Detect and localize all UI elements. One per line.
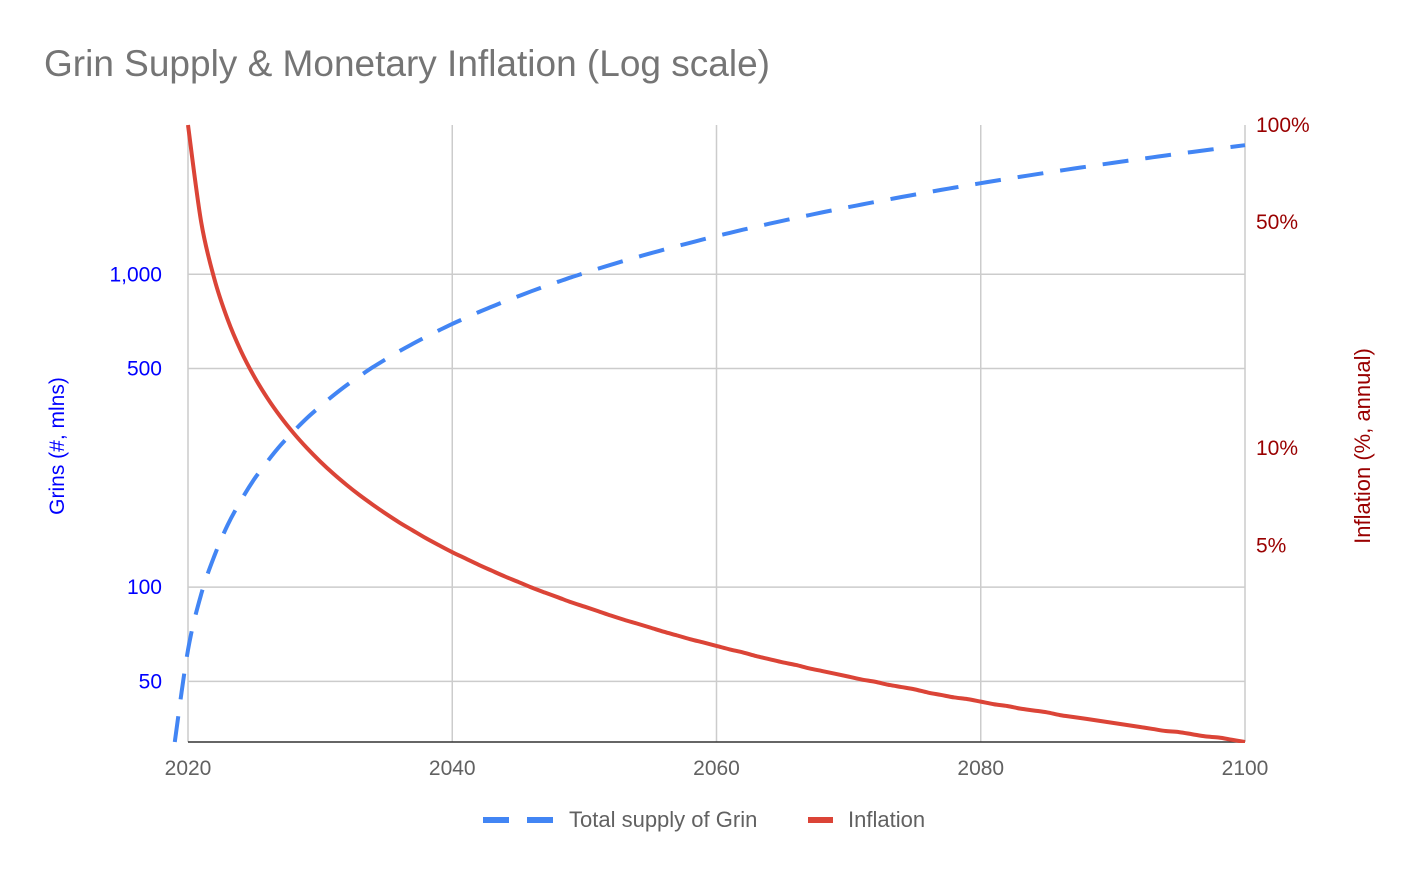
series-line-inflation xyxy=(186,124,1246,743)
left-tick-label: 1,000 xyxy=(109,263,162,286)
legend-label-inflation: Inflation xyxy=(848,807,925,832)
chart-title: Grin Supply & Monetary Inflation (Log sc… xyxy=(44,43,770,84)
x-tick-label: 2020 xyxy=(165,757,212,780)
left-axis-label: Grins (#, mlns) xyxy=(46,377,69,515)
legend: Total supply of Grin Inflation xyxy=(483,807,925,832)
right-tick-label: 5% xyxy=(1256,534,1286,557)
x-tick-label: 2060 xyxy=(693,757,740,780)
series-lines xyxy=(172,124,1246,743)
legend-item-inflation[interactable]: Inflation xyxy=(808,807,925,832)
ticks: 2020 2040 2060 2080 2100 1,000 500 100 50 100% 50%… xyxy=(109,114,1309,780)
left-tick-label: 50 xyxy=(139,670,162,693)
right-tick-label: 50% xyxy=(1256,211,1298,234)
x-tick-label: 2040 xyxy=(429,757,476,780)
series-line-total-supply-of-grin xyxy=(172,143,1246,743)
right-tick-label: 10% xyxy=(1256,437,1298,460)
left-tick-label: 500 xyxy=(127,357,162,380)
grid xyxy=(187,125,1246,743)
right-tick-label: 100% xyxy=(1256,114,1310,137)
x-tick-label: 2100 xyxy=(1222,757,1269,780)
right-axis-label: Inflation (%, annual) xyxy=(1350,348,1375,544)
legend-label-supply: Total supply of Grin xyxy=(569,807,757,832)
left-tick-label: 100 xyxy=(127,576,162,599)
x-tick-label: 2080 xyxy=(957,757,1004,780)
legend-item-supply[interactable]: Total supply of Grin xyxy=(483,807,757,832)
